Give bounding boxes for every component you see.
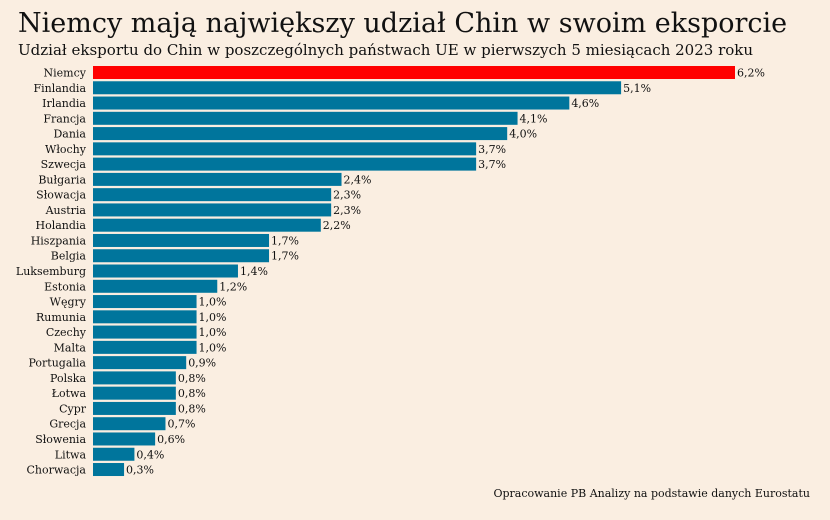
bar-23 <box>93 417 166 431</box>
value-label: 1,4% <box>240 265 268 278</box>
value-label: 5,1% <box>623 82 651 95</box>
value-label: 3,7% <box>478 158 506 171</box>
value-label: 1,0% <box>199 326 227 339</box>
value-label: 0,8% <box>178 372 206 385</box>
value-label: 3,7% <box>478 143 506 156</box>
category-label: Łotwa <box>52 387 87 400</box>
category-label: Francja <box>43 112 86 125</box>
bar-24 <box>93 432 156 446</box>
value-label: 2,3% <box>333 189 361 202</box>
value-label: 2,2% <box>323 219 351 232</box>
category-label: Luksemburg <box>16 265 86 278</box>
value-label: 1,7% <box>271 234 299 247</box>
bar-16 <box>93 310 197 324</box>
bar-21 <box>93 386 176 400</box>
value-label: 1,0% <box>199 296 227 309</box>
category-label: Cypr <box>59 402 87 415</box>
value-label: 0,3% <box>126 464 154 477</box>
category-label: Słowenia <box>35 433 86 446</box>
bar-3 <box>93 111 518 125</box>
bar-0 <box>93 66 735 79</box>
category-label: Rumunia <box>36 311 86 324</box>
value-label: 1,2% <box>219 280 247 293</box>
value-label: 4,6% <box>571 97 599 110</box>
value-label: 4,0% <box>509 128 537 141</box>
bar-8 <box>93 188 332 202</box>
category-label: Hiszpania <box>31 234 87 247</box>
category-label: Malta <box>54 341 87 354</box>
bar-18 <box>93 340 197 354</box>
bar-22 <box>93 401 176 415</box>
value-label: 0,4% <box>136 448 164 461</box>
category-label: Chorwacja <box>27 464 87 477</box>
value-label: 1,7% <box>271 250 299 263</box>
value-label: 6,2% <box>737 67 765 80</box>
value-label: 0,7% <box>167 418 195 431</box>
category-label: Estonia <box>44 280 86 293</box>
category-label: Węgry <box>50 296 87 309</box>
bar-13 <box>93 264 238 278</box>
bar-26 <box>93 463 125 477</box>
value-label: 0,8% <box>178 402 206 415</box>
bar-9 <box>93 203 332 217</box>
category-label: Belgia <box>51 250 87 263</box>
category-label: Polska <box>50 372 86 385</box>
category-label: Grecja <box>49 418 86 431</box>
bar-14 <box>93 279 218 293</box>
bar-15 <box>93 295 197 309</box>
category-label: Niemcy <box>44 67 87 80</box>
bar-19 <box>93 356 187 370</box>
value-label: 0,8% <box>178 387 206 400</box>
category-label: Irlandia <box>42 97 86 110</box>
bar-6 <box>93 157 477 171</box>
value-label: 2,3% <box>333 204 361 217</box>
category-label: Bułgaria <box>38 173 86 186</box>
category-label: Finlandia <box>33 82 86 95</box>
value-label: 0,9% <box>188 357 216 370</box>
category-label: Litwa <box>55 448 87 461</box>
category-label: Włochy <box>45 143 87 156</box>
source-note: Opracowanie PB Analizy na podstawie dany… <box>493 487 810 500</box>
value-label: 4,1% <box>520 112 548 125</box>
bar-5 <box>93 142 477 156</box>
category-label: Szwecja <box>41 158 87 171</box>
category-label: Austria <box>45 204 87 217</box>
category-label: Słowacja <box>36 189 86 202</box>
bar-7 <box>93 172 342 186</box>
category-label: Dania <box>53 128 86 141</box>
bar-10 <box>93 218 321 232</box>
chart-title: Niemcy mają największy udział Chin w swo… <box>18 8 788 39</box>
bar-2 <box>93 96 570 110</box>
bar-12 <box>93 249 270 263</box>
category-label: Portugalia <box>28 357 86 370</box>
bar-4 <box>93 127 508 141</box>
bar-20 <box>93 371 176 385</box>
bar-1 <box>93 81 622 95</box>
bar-chart: Niemcy 6,2% Finlandia 5,1% Irlandia 4,6% Franc… <box>16 66 765 477</box>
chart-subtitle: Udział eksportu do Chin w poszczególnych… <box>18 41 754 59</box>
value-label: 2,4% <box>344 173 372 186</box>
category-label: Holandia <box>36 219 87 232</box>
category-label: Czechy <box>46 326 87 339</box>
bar-17 <box>93 325 197 339</box>
bar-25 <box>93 447 135 461</box>
value-label: 1,0% <box>199 311 227 324</box>
bar-11 <box>93 233 270 247</box>
value-label: 0,6% <box>157 433 185 446</box>
value-label: 1,0% <box>199 341 227 354</box>
